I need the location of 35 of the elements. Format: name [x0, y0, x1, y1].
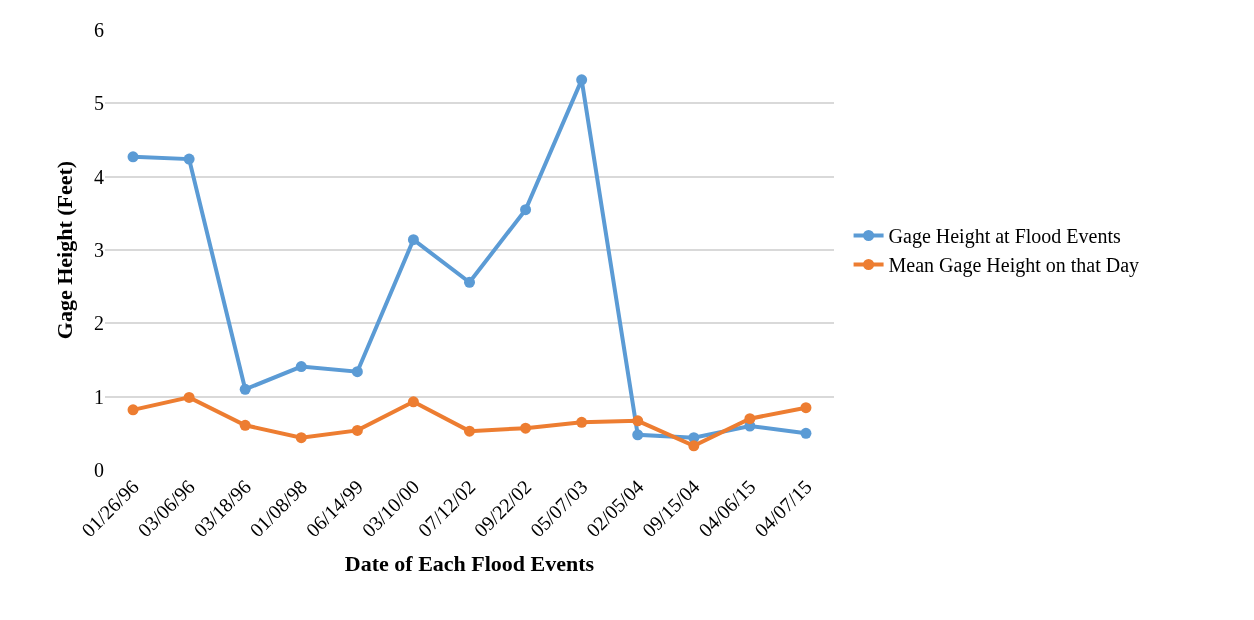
point — [239, 383, 251, 395]
point — [127, 404, 139, 416]
point — [800, 402, 812, 414]
point — [576, 74, 588, 86]
point — [800, 427, 812, 439]
point — [464, 276, 475, 288]
point — [744, 413, 756, 425]
y-tick-label: 5 — [94, 92, 104, 115]
point — [688, 440, 700, 452]
point — [407, 234, 419, 246]
legend-label: Gage Height at Flood Events — [888, 225, 1121, 249]
y-axis-title: Gage Height (Feet) — [51, 160, 77, 340]
point — [632, 429, 644, 441]
y-tick-label: 0 — [94, 459, 104, 481]
point — [127, 151, 139, 163]
point — [520, 422, 532, 434]
point — [351, 424, 363, 436]
point — [407, 396, 419, 408]
y-tick-label: 2 — [94, 312, 104, 335]
point — [520, 204, 532, 216]
x-axis-title: Date of Each Flood Events — [344, 551, 595, 577]
y-tick-label: 3 — [94, 239, 104, 261]
point — [295, 432, 307, 444]
y-tick-label: 6 — [94, 19, 104, 41]
point — [464, 425, 475, 437]
point — [576, 416, 588, 428]
legend-label: Mean Gage Height on that Day — [888, 254, 1140, 278]
point — [295, 361, 307, 373]
y-tick-label: 1 — [94, 385, 104, 408]
point — [183, 391, 195, 403]
y-tick-label: 4 — [94, 165, 104, 188]
point — [183, 153, 195, 165]
point — [239, 419, 251, 431]
point — [351, 366, 363, 378]
point — [632, 415, 644, 427]
